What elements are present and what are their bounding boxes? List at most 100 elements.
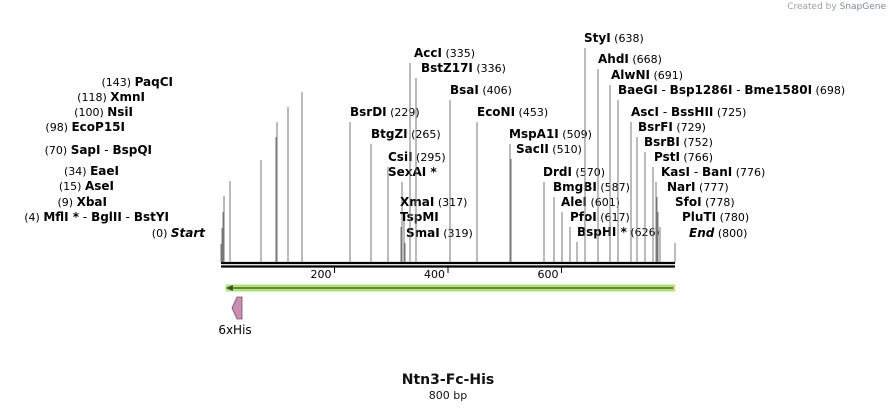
site-position: (800) xyxy=(714,227,747,240)
site-label: AleI (601) xyxy=(561,195,620,209)
site-label: BstZ17I (336) xyxy=(421,61,506,75)
site-label: DrdI (570) xyxy=(543,165,605,179)
site-label: (15) AseI xyxy=(59,179,114,193)
site-position: (317) xyxy=(434,196,467,209)
enzyme-name: EaeI xyxy=(90,164,119,178)
enzyme-name: BsrFI xyxy=(638,120,673,134)
site-position: (587) xyxy=(597,181,630,194)
site-label: NarI (777) xyxy=(667,180,729,194)
site-position: (70) xyxy=(45,144,71,157)
site-label: EcoNI (453) xyxy=(477,105,548,119)
site-label: AccI (335) xyxy=(414,46,475,60)
ruler-tick-label: 600 xyxy=(538,268,559,281)
enzyme-name: AseI xyxy=(85,179,114,193)
enzyme-name: AccI xyxy=(414,46,442,60)
site-position: (780) xyxy=(716,211,749,224)
site-position: (336) xyxy=(473,62,506,75)
site-position: (34) xyxy=(64,165,90,178)
site-label: StyI (638) xyxy=(584,31,644,45)
site-position: (15) xyxy=(59,180,85,193)
enzyme-name: End xyxy=(689,226,715,240)
site-position: (729) xyxy=(673,121,706,134)
site-label: (143) PaqCI xyxy=(101,75,173,89)
site-label: BaeGI - Bsp1286I - Bme1580I (698) xyxy=(618,83,845,97)
enzyme-name: KasI xyxy=(661,165,690,179)
sequence-title: Ntn3-Fc-His xyxy=(401,372,495,388)
enzyme-name: NarI xyxy=(667,180,696,194)
site-position: (9) xyxy=(58,196,77,209)
enzyme-name: AscI xyxy=(631,105,659,119)
enzyme-name: BanI xyxy=(702,165,732,179)
site-position: (510) xyxy=(549,143,582,156)
site-position: (143) xyxy=(101,76,134,89)
site-position: (100) xyxy=(74,106,107,119)
site-label: (70) SapI - BspQI xyxy=(45,143,152,157)
enzyme-name: MspA1I xyxy=(509,127,559,141)
site-label: BsrFI (729) xyxy=(638,120,706,134)
ruler-tick-label: 400 xyxy=(424,268,445,281)
enzyme-name: BmgBI xyxy=(553,180,597,194)
site-position: (617) xyxy=(597,211,630,224)
site-position: (698) xyxy=(812,84,845,97)
site-position: (295) xyxy=(413,151,446,164)
enzyme-name: SexAI * xyxy=(388,165,437,179)
enzyme-name: PfoI xyxy=(570,210,597,224)
site-position: (118) xyxy=(77,91,110,104)
enzyme-name: XbaI xyxy=(77,195,107,209)
enzyme-name: BtgZI xyxy=(371,127,408,141)
enzyme-name: BsrDI xyxy=(350,105,387,119)
site-position: (4) xyxy=(24,211,43,224)
his-tag-label: 6xHis xyxy=(218,323,251,337)
enzyme-name: AhdI xyxy=(598,52,629,66)
site-separator: - xyxy=(658,83,670,97)
site-separator: - xyxy=(122,210,134,224)
enzyme-name: SacII xyxy=(516,142,549,156)
site-label: SfoI (778) xyxy=(675,195,735,209)
site-position: (725) xyxy=(713,106,746,119)
site-label: KasI - BanI (776) xyxy=(661,165,765,179)
site-label: PfoI (617) xyxy=(570,210,630,224)
site-position: (98) xyxy=(45,121,71,134)
site-position: (777) xyxy=(696,181,729,194)
site-separator: - xyxy=(79,210,91,224)
site-separator: - xyxy=(690,165,702,179)
site-label: SmaI (319) xyxy=(406,226,473,240)
site-label: AlwNI (691) xyxy=(611,68,683,82)
site-label: (34) EaeI xyxy=(64,164,119,178)
credit-brand: SnapGene xyxy=(839,2,886,12)
enzyme-name: BspHI * xyxy=(577,225,628,239)
enzyme-name: BssHII xyxy=(671,105,713,119)
enzyme-name: NsiI xyxy=(107,105,133,119)
site-label: BspHI * (626) xyxy=(577,225,660,239)
site-position: (691) xyxy=(650,69,683,82)
enzyme-name: BstYI xyxy=(134,210,169,224)
enzyme-name: Bsp1286I xyxy=(670,83,733,97)
site-position: (453) xyxy=(515,106,548,119)
site-label: SacII (510) xyxy=(516,142,582,156)
site-position: (638) xyxy=(611,32,644,45)
enzyme-name: PaqCI xyxy=(135,75,173,89)
site-position: (626) xyxy=(627,226,660,239)
site-label: BtgZI (265) xyxy=(371,127,441,141)
enzyme-name: MflI * xyxy=(43,210,79,224)
site-label: BmgBI (587) xyxy=(553,180,630,194)
site-position: (766) xyxy=(680,151,713,164)
orf-arrow-head xyxy=(225,285,233,291)
ruler-tick-label: 200 xyxy=(311,268,332,281)
site-position: (509) xyxy=(559,128,592,141)
enzyme-name: BspQI xyxy=(112,143,152,157)
site-position: (335) xyxy=(442,47,475,60)
site-label: AscI - BssHII (725) xyxy=(631,105,746,119)
enzyme-name: StyI xyxy=(584,31,611,45)
site-label: (118) XmnI xyxy=(77,90,145,104)
site-position: (265) xyxy=(408,128,441,141)
site-separator: - xyxy=(732,83,744,97)
site-label: (0) Start xyxy=(152,226,206,240)
site-label: MspA1I (509) xyxy=(509,127,592,141)
site-separator: - xyxy=(659,105,671,119)
site-label: AhdI (668) xyxy=(598,52,662,66)
site-position: (406) xyxy=(479,84,512,97)
site-label: TspMI xyxy=(400,210,439,224)
enzyme-name: PluTI xyxy=(682,210,716,224)
site-position: (776) xyxy=(732,166,765,179)
